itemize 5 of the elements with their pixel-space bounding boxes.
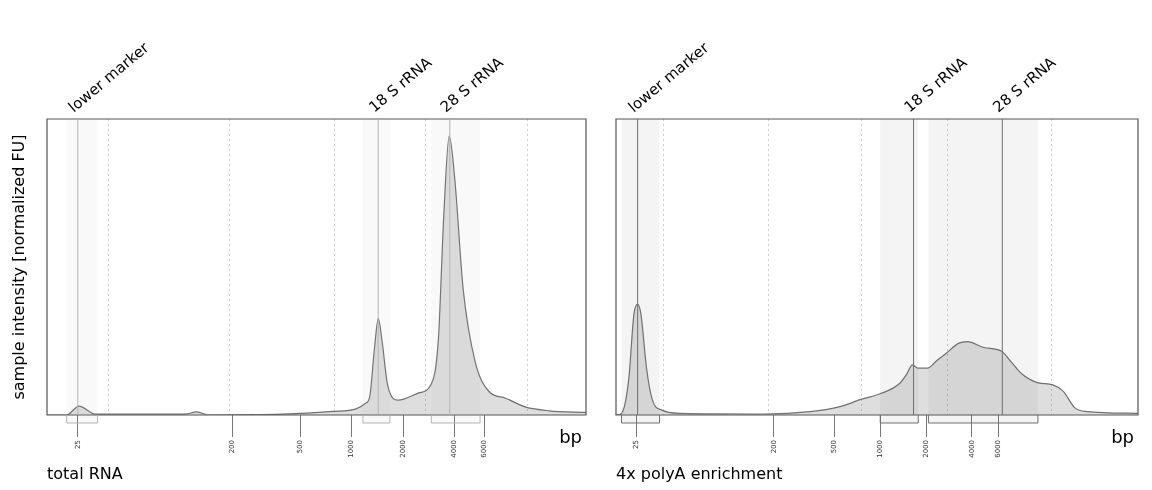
x-axis-title: bp xyxy=(1111,425,1134,447)
text: 4x polyA enrichment xyxy=(616,463,783,483)
x-axis-title: bp xyxy=(559,425,582,447)
text: total RNA xyxy=(47,463,123,483)
y-axis-title: sample intensity [normalized FU] xyxy=(9,134,29,400)
